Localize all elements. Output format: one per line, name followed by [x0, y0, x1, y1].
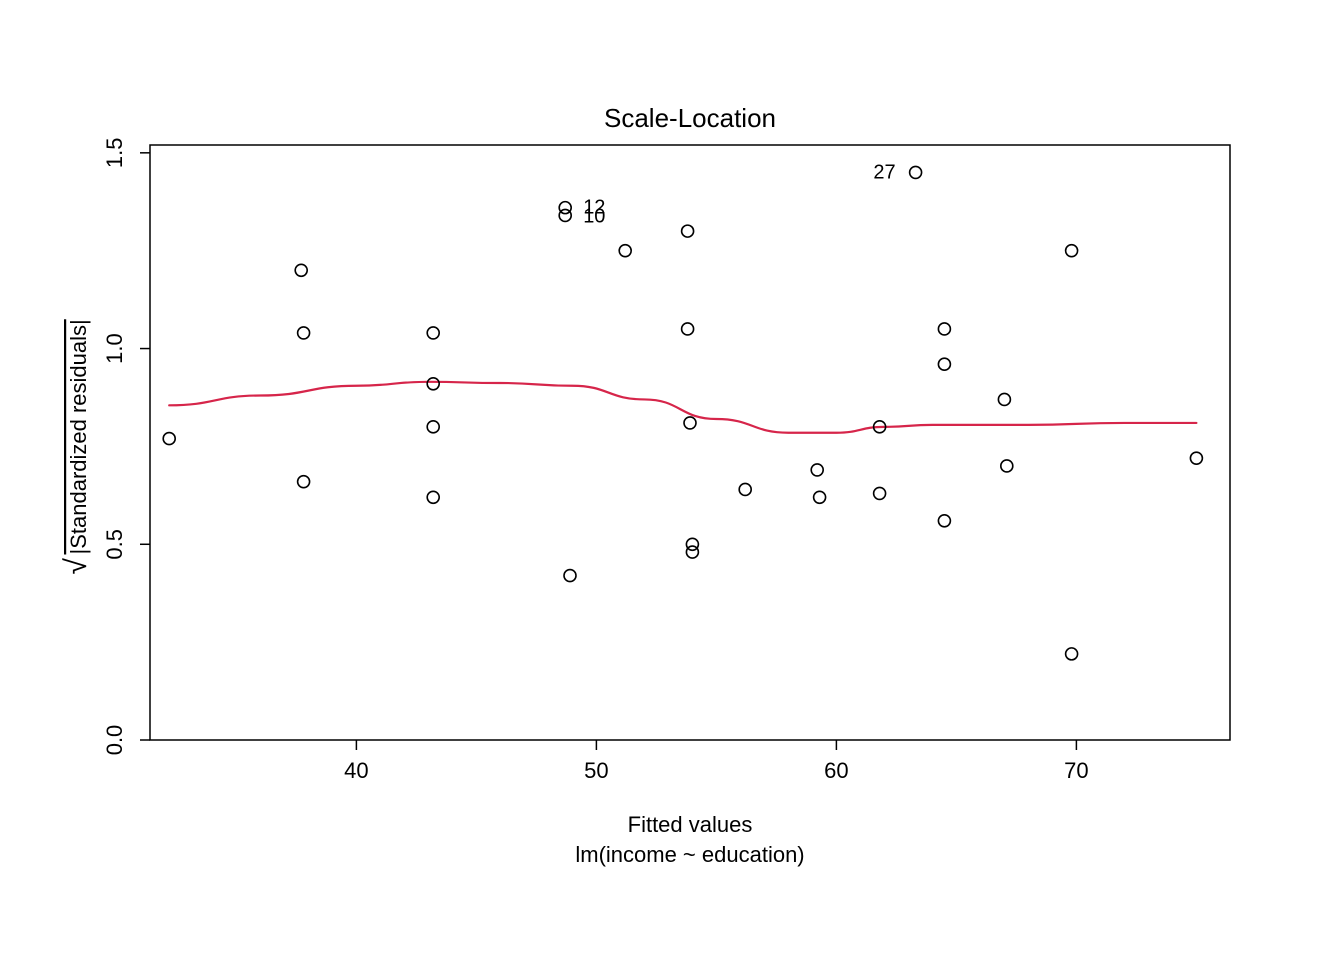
x-tick-label: 50: [584, 758, 608, 783]
chart-title: Scale-Location: [604, 103, 776, 133]
chart-container: 40 50 60 70 0.0 0.5 1.0 1.5 Scale-Location Fitted…: [0, 0, 1344, 960]
model-sublabel: lm(income ~ education): [575, 842, 804, 867]
sqrt-symbol: √: [60, 558, 93, 575]
scale-location-plot: 40 50 60 70 0.0 0.5 1.0 1.5 Scale-Location Fitted…: [0, 0, 1344, 960]
y-tick-label: 0.0: [102, 725, 127, 756]
y-axis-label-text: |Standardized residuals|: [66, 319, 91, 554]
y-tick-label: 1.0: [102, 333, 127, 364]
point-annotation: 10: [583, 205, 605, 227]
y-tick-label: 0.5: [102, 529, 127, 560]
y-tick-label: 1.5: [102, 138, 127, 169]
x-axis-label: Fitted values: [628, 812, 753, 837]
point-annotation: 27: [873, 161, 895, 183]
x-tick-label: 40: [344, 758, 368, 783]
x-tick-label: 60: [824, 758, 848, 783]
x-tick-label: 70: [1064, 758, 1088, 783]
